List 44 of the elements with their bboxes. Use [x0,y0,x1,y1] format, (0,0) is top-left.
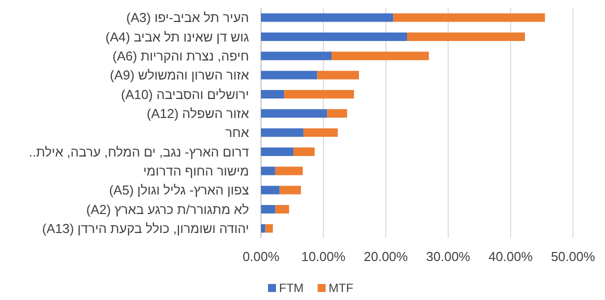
bar [393,13,545,22]
bar [261,148,294,156]
bar [280,186,301,194]
y-tick-label: חיפה, נצרת והקריות (A6) [112,48,249,64]
y-tick-label: אזור השרון והמשולש (A9) [110,68,249,83]
x-tick-label: 20.00% [364,249,408,264]
bar [317,70,359,80]
bar [261,70,318,80]
x-tick-label: 30.00% [426,249,471,264]
bar [303,128,338,137]
bar [275,205,290,214]
x-tick-label: 10.00% [301,249,346,264]
y-tick-label: אחר [225,125,249,140]
y-tick-label: העיר תל אביב-יפו (A3) [126,10,249,26]
bar [261,205,276,214]
legend-label: MTF [328,281,354,295]
bar [275,166,303,176]
y-tick-label: אזור השפלה (A12) [146,106,249,121]
y-tick-label: יהודה ושומרון, כולל בקעת הירדן (A13) [42,220,249,236]
bar [261,32,408,41]
bar [261,186,280,194]
bar [327,109,348,118]
y-tick-label: מישור החוף הדרומי [143,163,249,178]
x-tick-label: 50.00% [550,249,596,264]
bar [293,148,315,156]
legend-label: FTM [279,281,304,295]
bar [261,109,328,118]
bar [261,90,284,98]
y-tick-label: גוש דן שאינו תל אביב (A4) [106,29,250,44]
bar [265,224,273,233]
bar [261,128,304,137]
y-tick-label: ירושלים והסביבה (A10) [121,86,249,102]
bar [261,52,332,60]
x-tick-label: 40.00% [488,249,534,264]
y-tick-label: דרום הארץ- נגב, ים המלח, ערבה, אילת.. [28,144,249,160]
bar [261,13,394,22]
x-tick-label: 0.00% [242,249,280,264]
y-tick-label: לא מתגורר/ת כרגע בארץ (A2) [86,202,250,217]
bar [261,166,276,176]
bar [284,90,354,98]
bar [332,52,429,60]
y-tick-label: צפון הארץ- גליל וגולן (A5) [109,182,249,198]
bar [407,32,525,41]
bar [261,224,266,233]
